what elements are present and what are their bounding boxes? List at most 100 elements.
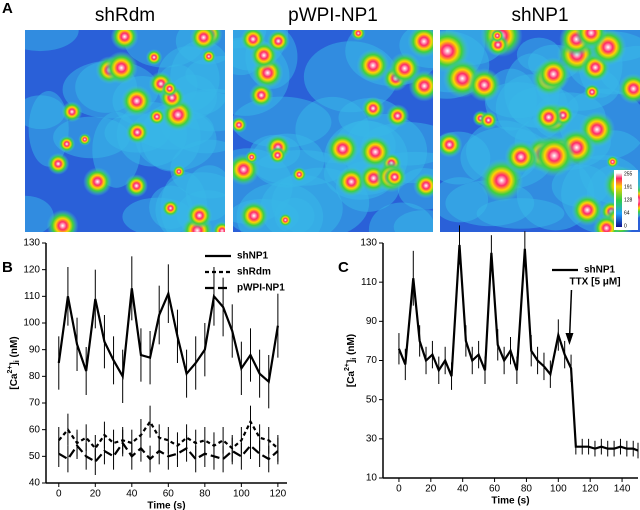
cell	[58, 135, 76, 153]
panel-label: B	[2, 259, 13, 276]
x-tick-label: 80	[199, 489, 211, 500]
calcium-image	[233, 30, 433, 232]
y-axis-label: [Ca2+]i (nM)	[7, 336, 21, 389]
x-tick-label: 120	[270, 489, 287, 500]
cell	[233, 116, 248, 134]
y-tick-label: 90	[366, 316, 378, 327]
y-tick-label: 110	[24, 291, 40, 302]
annotation: TTX [5 μM]	[569, 277, 620, 288]
y-tick-label: 70	[29, 398, 41, 409]
panel-label: C	[338, 259, 349, 276]
y-tick-label: 100	[23, 318, 40, 329]
x-tick-label: 100	[550, 484, 567, 495]
cell	[110, 30, 139, 51]
cell	[190, 30, 218, 52]
haze	[25, 30, 79, 52]
haze	[25, 195, 54, 232]
image-title: shRdm	[95, 5, 155, 26]
cell	[408, 70, 433, 102]
cell	[504, 140, 538, 174]
x-tick-label: 140	[614, 484, 631, 495]
calcium-image	[440, 30, 640, 232]
colorbar-tick-label: 128	[624, 197, 633, 203]
cell	[201, 49, 217, 64]
cell	[61, 101, 83, 123]
cells	[233, 30, 433, 232]
arrow-head	[565, 333, 574, 345]
x-tick-label: 40	[457, 484, 469, 495]
cell	[571, 194, 604, 226]
cell	[533, 134, 576, 177]
cell	[606, 155, 619, 169]
cell	[356, 48, 390, 82]
haze	[28, 91, 69, 167]
haze	[440, 177, 489, 223]
y-tick-label: 40	[29, 478, 41, 489]
cell	[326, 132, 360, 166]
cell	[413, 172, 433, 199]
cell	[125, 120, 150, 145]
x-axis-label: Time (s)	[147, 501, 185, 510]
cell	[245, 150, 259, 164]
cell	[239, 200, 269, 231]
cell	[46, 209, 79, 232]
y-tick-label: 120	[23, 264, 40, 275]
x-axis-label: Time (s)	[491, 496, 529, 507]
y-tick-label: 30	[366, 433, 378, 444]
cell	[479, 111, 498, 130]
y-tick-label: 110	[361, 277, 377, 288]
cell	[618, 73, 640, 104]
haze	[485, 82, 550, 119]
legend-label: shNP1	[237, 251, 269, 262]
cell	[490, 30, 505, 43]
calcium-image	[25, 30, 225, 232]
x-tick-label: 20	[425, 484, 437, 495]
cells	[440, 30, 640, 232]
panel-label: A	[2, 0, 13, 17]
cell	[249, 83, 274, 108]
cell	[212, 221, 225, 232]
x-tick-label: 20	[90, 489, 102, 500]
cell	[583, 83, 601, 101]
data-line	[57, 288, 279, 384]
y-axis-label: [Ca2+]i (nM)	[344, 334, 358, 387]
cell	[336, 166, 367, 197]
cell	[536, 57, 571, 91]
y-tick-label: 60	[29, 424, 41, 435]
cell	[575, 30, 608, 49]
cell	[172, 164, 186, 179]
cell	[593, 214, 620, 232]
x-tick-label: 40	[126, 489, 138, 500]
image-title: shNP1	[511, 5, 568, 26]
cell	[125, 174, 148, 198]
x-tick-label: 120	[582, 484, 599, 495]
cell	[467, 68, 501, 102]
x-tick-label: 0	[396, 484, 402, 495]
y-tick-label: 130	[360, 238, 377, 249]
cell	[148, 108, 166, 126]
cell	[361, 96, 385, 121]
cells	[25, 30, 225, 232]
data-line	[57, 419, 279, 451]
legend-label: pWPI-NP1	[237, 283, 285, 294]
x-tick-label: 100	[233, 489, 250, 500]
legend-label: shNP1	[584, 265, 616, 276]
cell	[440, 131, 463, 158]
annotation-arrow	[568, 289, 573, 341]
cell	[386, 104, 410, 128]
colorbar-tick-label: 255	[624, 171, 633, 177]
y-tick-label: 70	[366, 355, 378, 366]
y-tick-label: 50	[366, 394, 378, 405]
colorbar-tick-label: 0	[624, 223, 627, 229]
cell	[186, 202, 213, 229]
haze	[393, 209, 433, 232]
image-title: pWPI-NP1	[288, 5, 378, 26]
cell	[407, 30, 433, 58]
cell	[268, 146, 287, 165]
cell	[351, 30, 366, 41]
colorbar-tick-label: 191	[624, 184, 633, 190]
cell	[383, 165, 406, 189]
cell	[120, 85, 153, 117]
data-line	[58, 441, 279, 464]
